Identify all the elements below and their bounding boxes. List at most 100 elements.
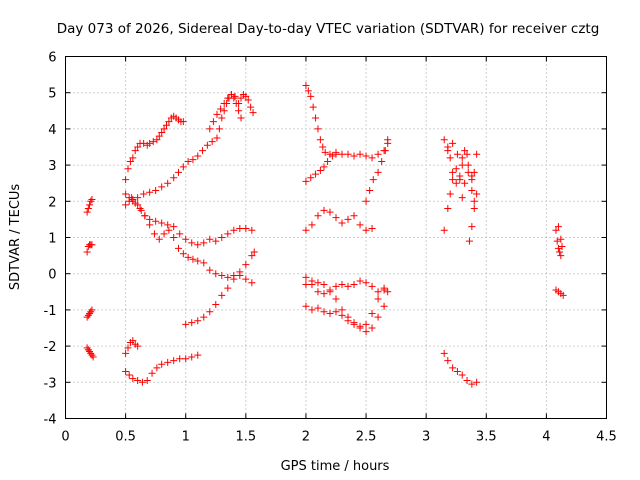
data-point [309, 103, 317, 111]
data-point [162, 121, 170, 129]
data-point [362, 226, 370, 234]
data-point [175, 168, 183, 176]
data-point [314, 212, 322, 220]
data-point [328, 152, 336, 160]
data-point [452, 179, 460, 187]
series-t4 [83, 344, 97, 361]
data-point [206, 125, 214, 133]
data-point [152, 217, 160, 225]
data-point [444, 357, 452, 365]
data-point [128, 194, 136, 202]
data-point [153, 136, 161, 144]
data-point [449, 176, 457, 184]
data-point [302, 226, 310, 234]
data-point [220, 107, 228, 115]
data-point [440, 349, 448, 357]
data-point [170, 174, 178, 182]
data-point [453, 367, 461, 375]
data-point [155, 132, 163, 140]
data-point [350, 212, 358, 220]
data-point [182, 235, 190, 243]
series-t17 [302, 273, 388, 298]
data-point [87, 308, 95, 316]
data-point [449, 139, 457, 147]
data-point [84, 311, 92, 319]
data-point [194, 257, 202, 265]
series-t9 [128, 194, 256, 287]
y-tick-label: 4 [48, 123, 56, 138]
data-point [165, 226, 173, 234]
y-tick-label: -2 [44, 340, 57, 355]
data-point [170, 357, 178, 365]
data-point [446, 190, 454, 198]
x-axis-label: GPS time / hours [281, 459, 390, 474]
data-point [199, 147, 207, 155]
data-point [368, 224, 376, 232]
data-point [84, 205, 92, 213]
data-point [464, 168, 472, 176]
data-point [136, 205, 144, 213]
data-point [179, 163, 187, 171]
data-point [194, 317, 202, 325]
data-point [362, 320, 370, 328]
y-tick-label: -1 [44, 304, 57, 319]
data-point [188, 353, 196, 361]
data-point [446, 154, 454, 162]
data-point [332, 214, 340, 222]
data-point [314, 288, 322, 296]
data-point [155, 235, 163, 243]
data-point [122, 349, 130, 357]
series-t3 [83, 306, 96, 321]
data-point [224, 273, 232, 281]
data-point [552, 226, 560, 234]
data-point [200, 259, 208, 267]
data-point [458, 194, 466, 202]
x-tick-label: 2 [302, 430, 310, 445]
data-point [368, 324, 376, 332]
data-point [308, 306, 316, 314]
data-point [242, 261, 250, 269]
data-point [320, 281, 328, 289]
data-point [236, 224, 244, 232]
series-t13 [302, 81, 392, 162]
data-point [182, 320, 190, 328]
series-t2 [83, 241, 96, 256]
data-point [153, 364, 161, 372]
data-point [86, 310, 94, 318]
data-point [302, 302, 310, 310]
data-point [218, 291, 226, 299]
data-point [350, 152, 358, 160]
data-point [332, 282, 340, 290]
data-point [230, 94, 238, 102]
series-t24 [552, 223, 566, 260]
data-point [350, 281, 358, 289]
data-point [302, 273, 310, 281]
data-point [320, 308, 328, 316]
data-point [374, 295, 382, 303]
data-point [444, 205, 452, 213]
data-point [83, 313, 91, 321]
data-point [380, 302, 388, 310]
data-point [458, 371, 466, 379]
data-point [321, 148, 329, 156]
data-point [320, 206, 328, 214]
data-point [316, 167, 324, 175]
data-point [374, 288, 382, 296]
data-point [220, 100, 228, 108]
data-point [215, 125, 223, 133]
data-point [557, 252, 565, 260]
data-points [83, 81, 567, 388]
data-point [384, 139, 392, 147]
data-point [456, 176, 464, 184]
data-point [141, 212, 149, 220]
data-point [213, 134, 221, 142]
data-point [381, 147, 389, 155]
series-t20 [440, 136, 481, 187]
data-point [368, 282, 376, 290]
data-point [184, 253, 192, 261]
data-point [324, 157, 332, 165]
data-point [440, 226, 448, 234]
data-point [236, 268, 244, 276]
data-point [189, 255, 197, 263]
